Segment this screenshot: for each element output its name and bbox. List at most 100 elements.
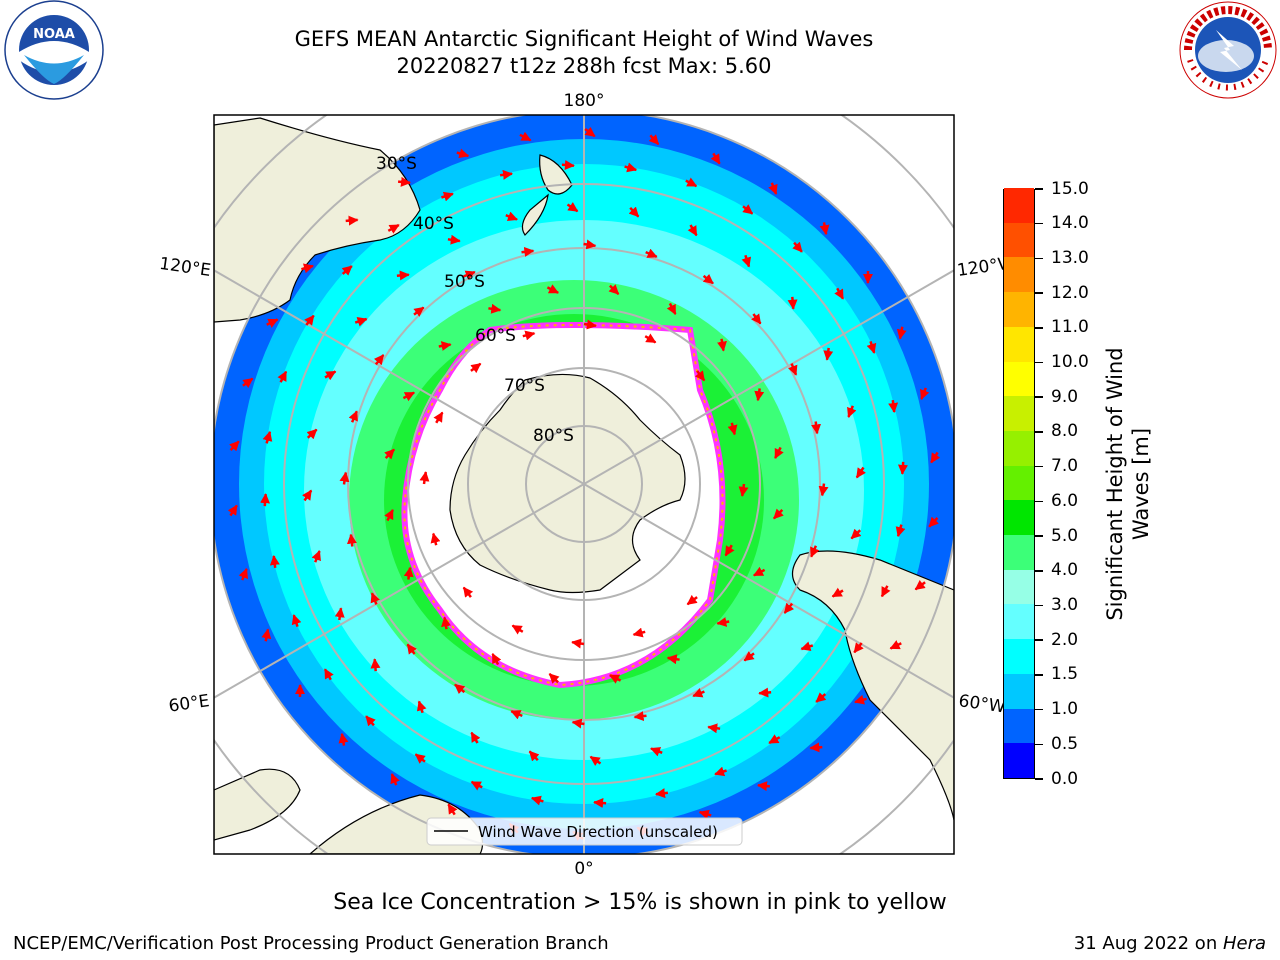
wave-direction-arrow: [787, 296, 798, 310]
wave-direction-arrow: [889, 640, 902, 650]
wave-direction-arrow: [530, 795, 544, 806]
wave-direction-arrow: [855, 466, 866, 479]
wave-direction-arrow: [447, 234, 461, 245]
wave-direction-arrow: [645, 248, 658, 258]
colorbar-tick-label: 4.0: [1051, 560, 1079, 581]
wave-direction-arrow: [742, 204, 754, 215]
wave-direction-arrow: [768, 734, 781, 745]
colorbar-tick-label: 7.0: [1051, 456, 1079, 477]
colorbar-segment: [1004, 361, 1034, 397]
wave-direction-arrow: [850, 528, 862, 540]
wave-direction-arrow: [447, 803, 458, 816]
wave-direction-arrow: [384, 448, 395, 460]
lat-label-80s: 80°S: [533, 426, 574, 446]
wave-direction-arrow: [548, 673, 560, 684]
colorbar-title: Significant Height of Wind Waves [m]: [1103, 347, 1153, 621]
wave-direction-arrow: [896, 326, 907, 340]
wave-direction-arrow: [430, 532, 441, 546]
wave-direction-arrow: [819, 222, 830, 236]
wave-direction-arrow: [810, 545, 820, 558]
wave-direction-arrow: [897, 461, 908, 475]
wave-direction-arrow: [354, 316, 368, 327]
lon-label-180: 180°: [564, 91, 605, 111]
colorbar-segment: [1004, 534, 1034, 570]
wave-direction-arrow: [571, 638, 585, 649]
wave-direction-arrow: [774, 446, 784, 459]
lon-label-60e: 60°E: [167, 691, 210, 716]
colorbar-segment: [1004, 430, 1034, 466]
wave-direction-arrow: [888, 399, 899, 413]
wave-direction-arrow: [339, 471, 350, 485]
wave-direction-arrow: [698, 809, 712, 820]
wave-direction-arrow: [632, 627, 646, 638]
wave-direction-arrow: [666, 654, 680, 665]
wave-direction-arrow: [853, 642, 864, 654]
wave-direction-arrow: [589, 755, 602, 766]
wave-direction-arrow: [724, 544, 735, 557]
colorbar-tick: [1035, 639, 1043, 641]
wave-direction-arrow: [462, 586, 474, 598]
wave-direction-arrow: [365, 715, 376, 727]
colorbar-tick: [1035, 222, 1043, 225]
wave-direction-arrow: [519, 131, 532, 142]
colorbar-tick: [1035, 431, 1043, 433]
wave-direction-arrow: [727, 422, 738, 436]
wave-direction-arrow: [633, 711, 647, 722]
sea-ice-note: Sea Ice Concentration > 15% is shown in …: [333, 890, 947, 915]
wave-direction-arrow: [609, 674, 622, 684]
wave-direction-arrow: [788, 363, 798, 376]
lat-label-30s: 30°S: [376, 154, 417, 174]
wave-direction-arrow: [510, 710, 523, 720]
wave-direction-arrow: [694, 370, 706, 382]
graticule: [214, 115, 954, 854]
wave-direction-arrow: [505, 211, 518, 221]
colorbar-tick-label: 13.0: [1051, 247, 1089, 268]
map-frame: [213, 114, 955, 855]
wave-direction-arrow: [384, 509, 394, 522]
wave-direction-arrow: [546, 284, 559, 294]
legend-label: Wind Wave Direction (unscaled): [478, 823, 718, 841]
wave-direction-arrow: [511, 624, 524, 635]
colorbar-segment: [1004, 465, 1034, 501]
colorbar-tick-label: 2.0: [1051, 629, 1079, 650]
wave-direction-arrow: [593, 797, 607, 808]
lon-label-120e: 120°E: [158, 254, 212, 281]
colorbar-tick-label: 0.0: [1051, 768, 1079, 789]
colorbar-segment: [1004, 708, 1034, 744]
wave-direction-arrow: [707, 723, 721, 734]
wave-direction-arrow: [686, 594, 698, 606]
colorbar-segment: [1004, 638, 1034, 674]
wave-direction-arrow: [370, 592, 380, 605]
lat-label-60s: 60°S: [475, 326, 516, 346]
wave-direction-arrow: [260, 493, 271, 507]
wave-direction-arrow: [716, 617, 730, 627]
wave-direction-arrow: [854, 694, 867, 705]
colorbar: [1003, 187, 1035, 779]
colorbar-tick-label: 12.0: [1051, 282, 1089, 303]
colorbar-tick-label: 15.0: [1051, 178, 1089, 199]
colorbar-segment: [1004, 673, 1034, 709]
wave-direction-arrow: [229, 440, 240, 452]
colorbar-tick: [1035, 778, 1043, 780]
wave-direction-arrow: [334, 607, 345, 621]
wave-direction-arrow: [561, 160, 575, 171]
lat-label-70s: 70°S: [504, 376, 545, 396]
wave-direction-arrow: [261, 628, 272, 642]
wave-direction-arrow: [441, 616, 451, 630]
wave-direction-arrow: [521, 246, 535, 257]
wave-direction-arrow: [831, 587, 844, 598]
wave-direction-arrow: [584, 126, 596, 138]
colorbar-tick-label: 14.0: [1051, 213, 1089, 234]
map-legend: Wind Wave Direction (unscaled): [426, 817, 743, 846]
wave-direction-arrow: [880, 585, 891, 598]
colorbar-tick-label: 9.0: [1051, 386, 1079, 407]
colorbar-tick: [1035, 396, 1043, 398]
wave-direction-arrow: [397, 176, 411, 187]
wave-direction-arrow: [414, 753, 426, 764]
colorbar-segment: [1004, 222, 1034, 258]
lon-label-0: 0°: [574, 859, 593, 879]
colorbar-tick: [1035, 188, 1043, 190]
wave-direction-arrow: [751, 313, 762, 325]
colorbar-tick: [1035, 570, 1043, 572]
wave-direction-arrow: [754, 388, 765, 402]
